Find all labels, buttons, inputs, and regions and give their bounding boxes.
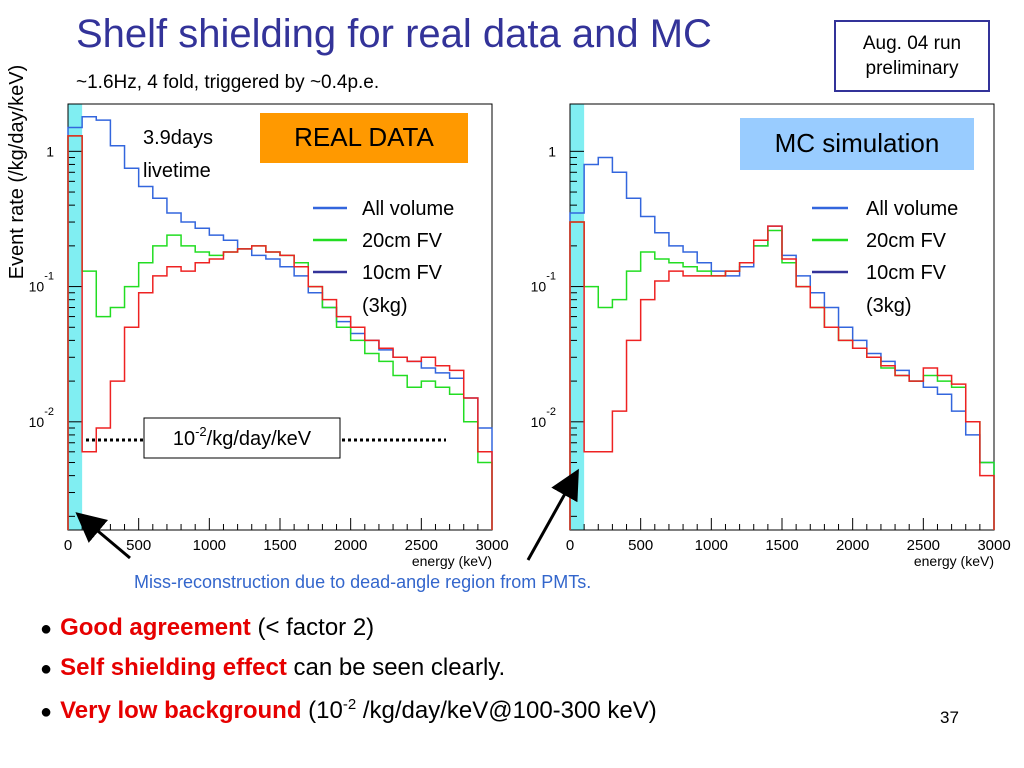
x-tick-label: 1000 <box>695 537 728 554</box>
x-tick-label: 2500 <box>907 537 940 554</box>
miss-reconstruction-note: Miss-reconstruction due to dead-angle re… <box>134 572 592 592</box>
x-tick-label: 0 <box>64 537 72 554</box>
legend-sublabel: (3kg) <box>866 295 912 317</box>
page-title: Shelf shielding for real data and MC <box>76 12 712 56</box>
legend-label: 20cm FV <box>866 230 947 252</box>
bullet-self-shielding: ● Self shielding effect can be seen clear… <box>40 654 505 682</box>
bullet-rest: (< factor 2) <box>250 614 375 641</box>
miss-arrow-left <box>75 512 131 560</box>
x-axis-label: energy (keV) <box>412 553 492 569</box>
series-line-3 <box>67 135 493 530</box>
bullet-sup: -2 <box>342 696 357 713</box>
bullet-dot-icon: ● <box>40 618 53 640</box>
x-tick-label: 1500 <box>765 537 798 554</box>
bullet-rest-pre: (10 <box>301 697 343 724</box>
legend-label: 10cm FV <box>866 262 947 284</box>
panel-label-box <box>740 118 974 170</box>
panel-label-box <box>260 113 468 163</box>
badge-line-1: Aug. 04 run <box>862 33 962 54</box>
page-number: 37 <box>940 708 959 727</box>
reference-box <box>143 417 341 459</box>
x-tick-label: 2000 <box>836 537 869 554</box>
legend-label: 20cm FV <box>362 230 443 252</box>
page-subtitle: ~1.6Hz, 4 fold, triggered by ~0.4p.e. <box>76 72 380 93</box>
series-line-3 <box>569 221 995 530</box>
x-tick-label: 2000 <box>334 537 367 554</box>
status-badge: Aug. 04 run preliminary <box>834 20 990 92</box>
x-tick-label: 3000 <box>977 537 1010 554</box>
y-tick-label: 10-2 <box>29 406 54 430</box>
badge-line-2: preliminary <box>865 58 959 79</box>
x-tick-label: 1500 <box>263 537 296 554</box>
panel-label: REAL DATA <box>294 122 434 152</box>
x-tick-label: 500 <box>126 537 151 554</box>
bullet-rest-post: /kg/day/keV@100-300 keV) <box>356 697 657 724</box>
legend-sublabel: (3kg) <box>362 295 408 317</box>
x-axis-label: energy (keV) <box>914 553 994 569</box>
bullet-good-agreement: ● Good agreement (< factor 2) <box>40 614 374 642</box>
bullet-rest: can be seen clearly. <box>286 654 506 681</box>
y-tick-label: 1 <box>548 143 556 159</box>
y-tick-label: 10-1 <box>29 271 54 295</box>
y-tick-label: 1 <box>46 143 54 159</box>
livetime-line-2: livetime <box>143 160 211 182</box>
y-tick-label: 10-1 <box>531 271 556 295</box>
series-line-1 <box>67 116 493 530</box>
legend-label: All volume <box>362 198 454 220</box>
x-tick-label: 3000 <box>475 537 508 554</box>
x-tick-label: 1000 <box>193 537 226 554</box>
x-tick-label: 2500 <box>405 537 438 554</box>
bullet-bold: Very low background <box>60 697 302 724</box>
miss-arrow-right <box>526 468 579 561</box>
x-tick-label: 500 <box>628 537 653 554</box>
legend-label: 10cm FV <box>362 262 443 284</box>
bullet-dot-icon: ● <box>40 658 53 680</box>
series-line-2 <box>67 135 493 530</box>
legend-label: All volume <box>866 198 958 220</box>
dead-angle-band <box>68 104 83 530</box>
x-tick-label: 0 <box>566 537 574 554</box>
dead-angle-band <box>570 104 585 530</box>
bullet-bold: Good agreement <box>60 614 251 641</box>
reference-label: 10-2/kg/day/keV <box>173 424 312 450</box>
bullet-bold: Self shielding effect <box>60 654 287 681</box>
bullet-dot-icon: ● <box>40 701 53 723</box>
y-tick-label: 10-2 <box>531 406 556 430</box>
bullet-low-background: ● Very low background (10-2 /kg/day/keV@1… <box>40 696 657 725</box>
livetime-line-1: 3.9days <box>143 127 213 149</box>
panel-label: MC simulation <box>775 128 940 158</box>
